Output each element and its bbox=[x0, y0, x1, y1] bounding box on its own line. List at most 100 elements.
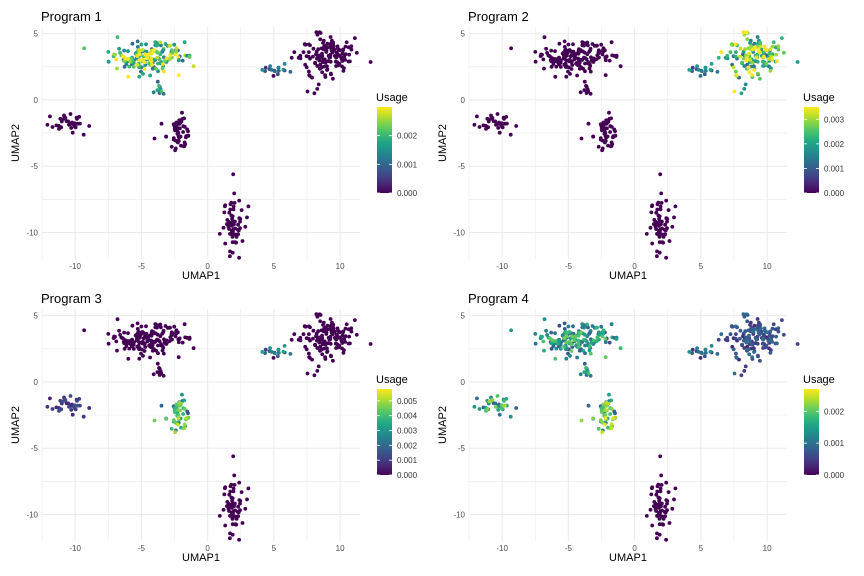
data-point bbox=[579, 57, 583, 62]
data-point bbox=[588, 69, 593, 74]
data-point bbox=[562, 344, 567, 349]
points bbox=[45, 30, 373, 260]
data-point bbox=[594, 325, 599, 330]
data-point bbox=[579, 136, 584, 141]
data-point bbox=[330, 38, 334, 43]
data-point bbox=[595, 53, 600, 58]
data-point bbox=[609, 322, 614, 327]
data-point bbox=[780, 318, 784, 322]
data-point bbox=[317, 55, 322, 59]
data-point bbox=[650, 241, 655, 246]
data-point bbox=[664, 480, 669, 485]
data-point bbox=[340, 346, 344, 351]
data-point bbox=[591, 338, 596, 343]
data-point bbox=[230, 522, 235, 527]
data-point bbox=[603, 337, 608, 342]
data-point bbox=[587, 348, 592, 353]
legend-title: Usage bbox=[376, 374, 408, 386]
data-point bbox=[659, 473, 664, 478]
data-point bbox=[236, 222, 241, 227]
data-point bbox=[180, 392, 184, 397]
data-point bbox=[155, 43, 159, 48]
data-point bbox=[228, 202, 233, 207]
data-point bbox=[762, 336, 766, 341]
data-point bbox=[750, 342, 755, 347]
data-point bbox=[182, 426, 187, 430]
data-point bbox=[658, 486, 663, 491]
data-point bbox=[186, 129, 190, 134]
data-point bbox=[328, 341, 333, 346]
data-point bbox=[541, 57, 546, 62]
data-point bbox=[338, 48, 342, 53]
data-point bbox=[582, 332, 587, 337]
data-point bbox=[298, 335, 303, 340]
data-point bbox=[130, 323, 135, 328]
data-point bbox=[349, 44, 354, 49]
y-tick-label: 5 bbox=[34, 30, 39, 39]
data-point bbox=[223, 486, 227, 491]
data-point bbox=[75, 399, 79, 403]
data-point bbox=[756, 71, 760, 76]
data-point bbox=[576, 341, 581, 346]
data-point bbox=[333, 341, 338, 346]
legend-tick-label: 0.004 bbox=[397, 412, 418, 421]
data-point bbox=[227, 227, 232, 231]
data-point bbox=[59, 125, 64, 130]
data-point bbox=[112, 52, 116, 57]
data-point bbox=[328, 35, 333, 39]
data-point bbox=[728, 332, 733, 337]
data-point bbox=[308, 56, 312, 61]
data-point bbox=[182, 398, 187, 403]
data-point bbox=[161, 48, 166, 53]
data-point bbox=[754, 55, 759, 60]
data-point bbox=[764, 330, 768, 334]
data-point bbox=[660, 219, 664, 224]
data-point bbox=[182, 125, 187, 129]
data-point bbox=[69, 408, 74, 412]
data-point bbox=[354, 50, 359, 55]
data-point bbox=[758, 40, 763, 45]
data-point bbox=[577, 344, 581, 349]
data-point bbox=[596, 426, 601, 431]
data-point bbox=[344, 40, 349, 45]
data-point bbox=[703, 347, 708, 352]
data-point bbox=[236, 510, 241, 514]
data-point bbox=[603, 58, 608, 63]
legend: Usage 0.000 0.001 0.002 bbox=[376, 92, 418, 198]
data-point bbox=[131, 65, 136, 69]
data-point bbox=[495, 394, 500, 398]
data-point bbox=[748, 323, 752, 327]
data-point bbox=[122, 48, 127, 53]
data-point bbox=[240, 239, 245, 243]
data-point bbox=[156, 343, 160, 348]
data-point bbox=[649, 210, 654, 215]
data-point bbox=[604, 120, 608, 125]
data-point bbox=[184, 416, 189, 420]
data-point bbox=[508, 132, 513, 137]
x-axis-label: UMAP1 bbox=[182, 552, 220, 564]
data-point bbox=[764, 48, 768, 52]
data-point bbox=[687, 350, 692, 354]
data-point bbox=[268, 346, 272, 350]
data-point bbox=[702, 354, 707, 359]
data-point bbox=[611, 135, 615, 140]
data-point bbox=[585, 40, 590, 45]
legend-tick-label: 0.003 bbox=[824, 115, 845, 124]
data-point bbox=[746, 65, 751, 70]
data-point bbox=[732, 89, 737, 94]
data-point bbox=[341, 330, 345, 335]
data-point bbox=[276, 350, 281, 355]
data-point bbox=[655, 489, 660, 494]
data-point bbox=[752, 64, 756, 69]
data-point bbox=[115, 317, 120, 322]
data-point bbox=[762, 326, 767, 331]
y-tick-label: 0 bbox=[34, 96, 39, 105]
data-point bbox=[349, 329, 354, 334]
data-point bbox=[658, 229, 662, 234]
data-point bbox=[776, 329, 781, 334]
data-point bbox=[239, 208, 244, 213]
data-point bbox=[749, 326, 753, 331]
data-point bbox=[600, 52, 605, 57]
data-point bbox=[236, 228, 241, 233]
